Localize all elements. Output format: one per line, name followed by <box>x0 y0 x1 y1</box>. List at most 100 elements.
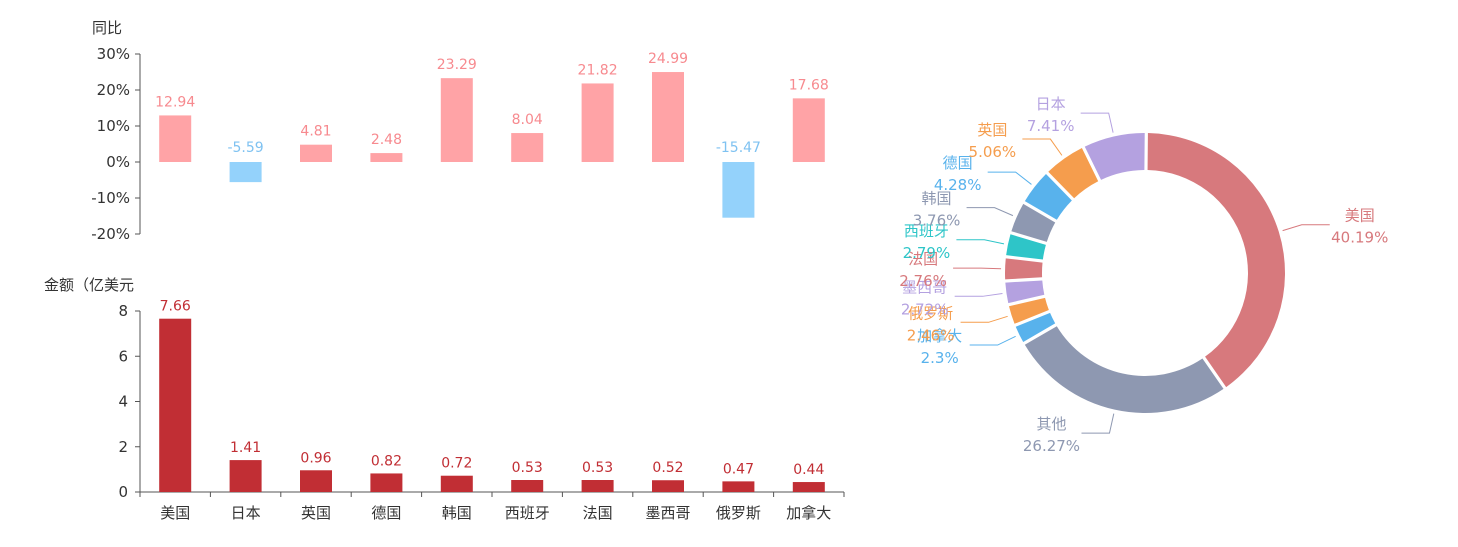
donut-slice-name-label: 日本 <box>1036 95 1066 113</box>
donut-label-leader <box>1081 413 1115 434</box>
donut-slice-name-label: 韩国 <box>922 190 952 208</box>
yoy-bar-value-label: 21.82 <box>578 62 618 78</box>
amount-bar <box>300 470 332 492</box>
amount-bar-value-label: 1.41 <box>230 440 261 456</box>
amount-x-tick-label: 法国 <box>583 504 613 522</box>
amount-bar <box>511 480 544 492</box>
amount-bar-value-label: 7.66 <box>160 299 191 315</box>
donut-slice <box>1015 312 1056 343</box>
amount-bar-value-label: 0.82 <box>371 453 402 469</box>
donut-label-leader <box>956 239 1005 245</box>
donut-slice-name-label: 俄罗斯 <box>908 304 953 322</box>
yoy-growth-bar-chart: 同比 30% 20% 10% 0% -10% -20% 12.94 -5.59 4.81 2.48 2… <box>91 19 829 243</box>
amount-x-tick-label: 西班牙 <box>505 504 550 522</box>
donut-slice-percent-label: 2.3% <box>921 349 959 367</box>
amount-x-tick-label: 韩国 <box>442 504 472 522</box>
yoy-bar <box>440 78 473 162</box>
donut-label-leader <box>1080 112 1114 133</box>
amount-bar <box>581 480 614 492</box>
donut-label-leader <box>969 335 1016 346</box>
amount-y-tick-label: 2 <box>118 438 128 456</box>
yoy-bar <box>300 144 332 162</box>
donut-slice-name-label: 德国 <box>943 154 973 172</box>
donut-slice-percent-label: 2.46% <box>907 326 955 344</box>
amount-bar <box>440 475 473 492</box>
yoy-bar <box>370 153 403 162</box>
yoy-bar <box>722 162 755 218</box>
donut-slice-percent-label: 5.06% <box>969 143 1017 161</box>
donut-slice <box>1084 133 1145 180</box>
amount-x-tick-label: 日本 <box>231 504 261 522</box>
amount-bar-value-label: 0.53 <box>512 460 543 476</box>
donut-slice-name-label: 墨西哥 <box>902 278 947 296</box>
donut-label-leader <box>960 315 1008 323</box>
yoy-bar-value-label: 12.94 <box>155 94 195 110</box>
yoy-bar-value-label: 17.68 <box>789 77 829 93</box>
yoy-bar-value-label: -5.59 <box>227 140 263 156</box>
yoy-bar-value-label: 23.29 <box>437 57 477 73</box>
donut-slice <box>1024 174 1072 220</box>
donut-slice <box>1048 148 1099 199</box>
yoy-bar-value-label: 4.81 <box>300 124 331 140</box>
yoy-y-tick-label: -10% <box>91 189 130 207</box>
donut-slice-name-label: 美国 <box>1345 207 1375 225</box>
yoy-bar-value-label: 2.48 <box>371 132 402 148</box>
yoy-axis-title: 同比 <box>92 19 122 37</box>
donut-slice <box>1024 326 1224 414</box>
amount-bar-value-label: 0.44 <box>793 462 824 478</box>
donut-slice <box>1147 133 1286 388</box>
amount-y-tick-label: 6 <box>118 347 128 365</box>
share-donut-chart: 美国 40.19% 其他 26.27% 加拿大 2.3% 俄罗斯 2.46% 墨西哥 2.72% 法… <box>899 95 1388 455</box>
donut-label-leader <box>954 292 1003 297</box>
amount-bar-value-label: 0.72 <box>441 456 472 472</box>
amount-bar <box>229 460 262 492</box>
amount-x-tick-label: 美国 <box>160 504 190 522</box>
donut-slice-percent-label: 7.41% <box>1027 117 1075 135</box>
donut-slice-name-label: 其他 <box>1036 415 1066 433</box>
amount-axis-title: 金额（亿美元 <box>44 276 134 294</box>
amount-bar-value-label: 0.52 <box>652 460 683 476</box>
donut-slice-name-label: 英国 <box>977 121 1007 139</box>
yoy-y-tick-label: 0% <box>106 153 130 171</box>
amount-bar <box>722 481 755 492</box>
donut-slice <box>1006 234 1046 260</box>
donut-slice-percent-label: 40.19% <box>1331 229 1388 247</box>
yoy-bar <box>581 83 614 162</box>
amount-bar <box>792 482 825 492</box>
yoy-bar <box>159 115 192 162</box>
yoy-bar <box>511 133 544 162</box>
yoy-y-tick-label: 30% <box>97 45 130 63</box>
amount-bar-value-label: 0.47 <box>723 461 754 477</box>
amount-bar <box>159 318 192 492</box>
donut-slice-name-label: 法国 <box>908 250 938 268</box>
donut-label-leader <box>953 267 1002 270</box>
amount-x-tick-label: 德国 <box>371 504 401 522</box>
amount-bar-value-label: 0.96 <box>300 450 331 466</box>
amount-x-tick-label: 俄罗斯 <box>716 504 761 522</box>
amount-bar-value-label: 0.53 <box>582 460 613 476</box>
amount-x-tick-label: 墨西哥 <box>645 504 690 522</box>
donut-label-leader <box>966 207 1014 217</box>
donut-slice <box>1005 280 1045 304</box>
yoy-bar-value-label: -15.47 <box>716 140 761 156</box>
donut-slice-name-label: 加拿大 <box>917 327 962 345</box>
donut-slice-percent-label: 4.28% <box>934 176 982 194</box>
donut-slice <box>1008 297 1049 324</box>
amount-bar <box>652 480 684 492</box>
donut-slice <box>1011 203 1056 242</box>
donut-slice-percent-label: 2.79% <box>903 244 951 262</box>
yoy-y-tick-label: -20% <box>91 225 130 243</box>
amount-y-tick-label: 8 <box>118 302 128 320</box>
amount-y-tick-label: 0 <box>118 483 128 501</box>
donut-label-leader <box>1282 224 1330 232</box>
donut-slice <box>1005 258 1043 280</box>
donut-slice-name-label: 西班牙 <box>904 222 949 240</box>
donut-slice-percent-label: 2.76% <box>899 272 947 290</box>
donut-label-leader <box>987 171 1032 185</box>
donut-slice-percent-label: 2.72% <box>901 300 949 318</box>
yoy-bar <box>792 98 825 162</box>
amount-bar-chart: 金额（亿美元 8 6 4 2 0 7.66 美国 1.41 日本 0.96 英国 0.82 德国 0.72 韩… <box>44 276 845 522</box>
donut-slice-percent-label: 26.27% <box>1023 437 1080 455</box>
amount-y-tick-label: 4 <box>118 393 128 411</box>
